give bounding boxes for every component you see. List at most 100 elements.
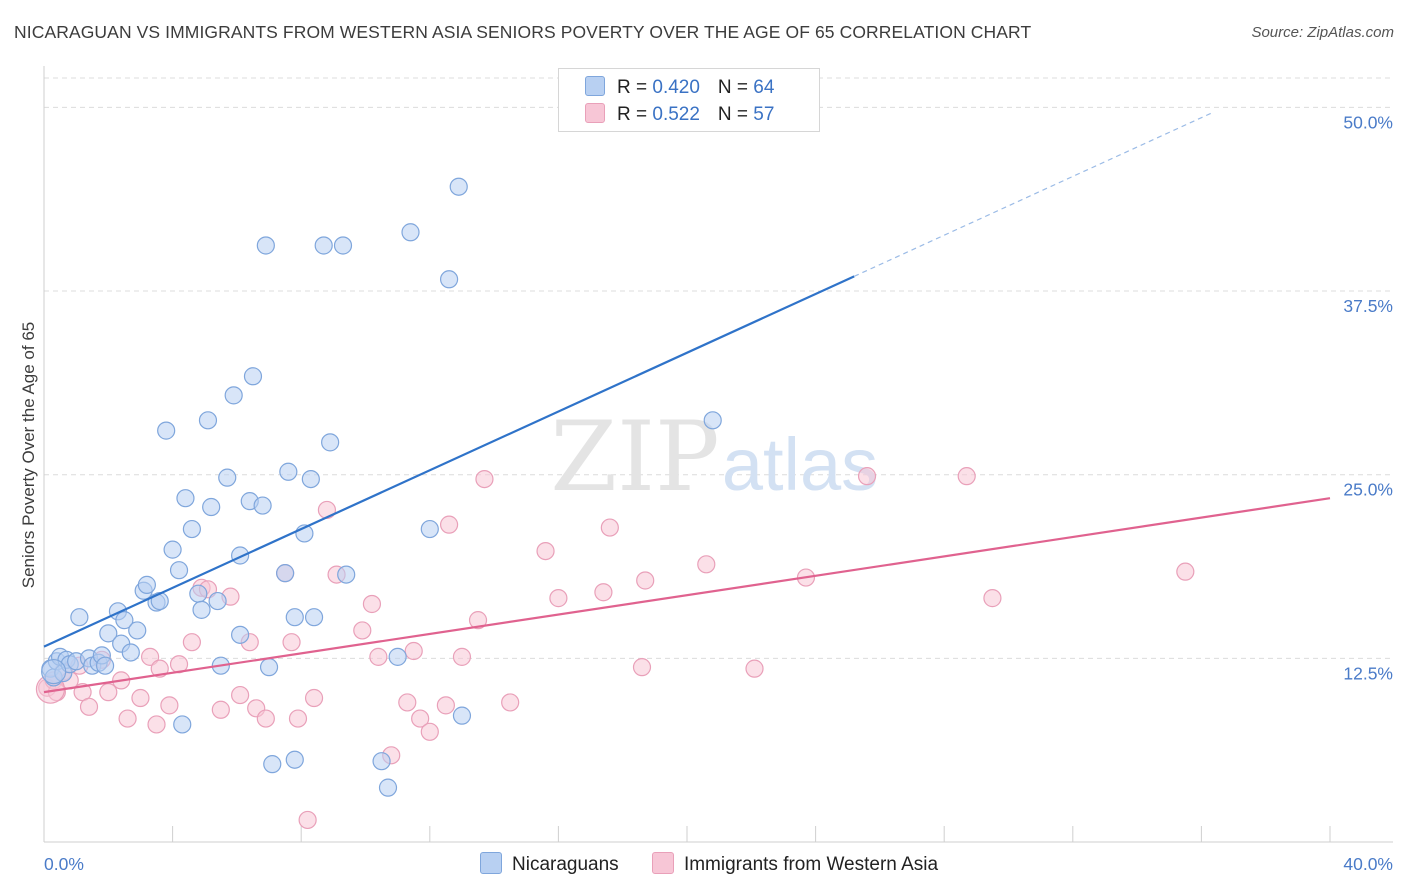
nicaraguans-point-37 — [224, 386, 243, 405]
western-asia-point-12 — [131, 688, 150, 708]
y-axis-label: Seniors Poverty Over the Age of 65 — [19, 322, 38, 588]
western-asia-point-44 — [452, 647, 472, 666]
western-asia-point-59 — [983, 589, 1002, 608]
nicaraguans-point-36 — [218, 468, 237, 487]
western-asia-point-48 — [536, 541, 555, 561]
nicaraguans-point-55 — [333, 236, 353, 255]
nicaraguans-point-61 — [420, 519, 439, 539]
legend-item-western-asia: Immigrants from Western Asia — [651, 852, 939, 876]
western-asia-point-58 — [957, 467, 976, 486]
legend-swatch-blue — [585, 76, 605, 96]
nicaraguans-point-54 — [321, 433, 340, 452]
western-asia-point-60 — [1176, 562, 1195, 581]
legend-n-label: N = — [717, 77, 754, 98]
western-asia-point-35 — [362, 594, 382, 614]
y-tick-label-3: 50.0% — [1343, 112, 1393, 132]
western-asia-point-34 — [353, 621, 372, 640]
nicaraguans-point-29 — [182, 519, 201, 539]
nicaraguans-point-26 — [169, 561, 189, 580]
watermark-atlas: atlas — [722, 423, 878, 506]
nicaraguans-point-53 — [314, 236, 333, 255]
legend-item-nicaraguans: Nicaraguans — [480, 852, 619, 876]
legend-n-label: N = — [717, 104, 754, 125]
western-asia-point-16 — [160, 696, 179, 715]
nicaraguans-point-14 — [99, 624, 118, 643]
nicaraguans-point-56 — [337, 565, 356, 584]
western-asia-point-52 — [632, 658, 652, 677]
western-asia-point-13 — [140, 647, 160, 666]
nicaraguans-point-19 — [128, 621, 147, 640]
western-asia-point-28 — [282, 633, 301, 652]
nicaraguans-point-44 — [259, 658, 279, 677]
western-asia-point-30 — [298, 810, 317, 830]
nicaraguans-point-38 — [231, 546, 250, 565]
nicaraguans-point-30 — [189, 584, 208, 603]
nicaraguans-point-8 — [70, 608, 89, 627]
nicaraguans-point-21 — [137, 575, 156, 594]
nicaraguans-point-28 — [176, 489, 195, 508]
legend-row-western-asia: R = 0.522 N = 57 — [585, 103, 774, 127]
trend-line-nicaraguans — [43, 275, 855, 648]
western-asia-point-14 — [147, 715, 166, 734]
nicaraguans-point-34 — [208, 591, 227, 611]
legend-swatch-pink — [585, 103, 605, 123]
legend-swatch-blue — [480, 852, 502, 874]
nicaraguans-point-43 — [256, 236, 275, 255]
western-asia-point-42 — [436, 696, 455, 715]
western-asia-point-9 — [99, 683, 118, 702]
y-tick-label-0: 12.5% — [1343, 663, 1393, 683]
legend-label-western-asia: Immigrants from Western Asia — [683, 854, 939, 875]
nicaraguans-point-42 — [253, 496, 272, 515]
series-nicaraguans-points — [41, 177, 722, 797]
legend-swatch-pink — [651, 852, 674, 874]
trend-line-western-asia — [43, 497, 1331, 694]
nicaraguans-point-13 — [95, 656, 115, 675]
nicaraguans-point-23 — [150, 591, 169, 611]
legend-n-value: 64 — [753, 77, 775, 98]
nicaraguans-point-27 — [173, 715, 192, 734]
nicaraguans-point-32 — [198, 411, 218, 430]
nicaraguans-point-18 — [121, 643, 140, 662]
legend-row-nicaraguans: R = 0.420 N = 64 — [585, 76, 774, 100]
nicaraguans-point-62 — [439, 270, 459, 289]
western-asia-point-38 — [398, 693, 417, 712]
western-asia-point-21 — [211, 700, 230, 719]
western-asia-point-54 — [697, 555, 716, 574]
y-tick-labels: 12.5% 25.0% 37.5% 50.0% — [1343, 112, 1393, 683]
axes — [43, 66, 1393, 843]
western-asia-point-40 — [411, 709, 430, 728]
legend-r-label: R = — [617, 77, 653, 98]
nicaraguans-point-31 — [192, 600, 211, 619]
nicaraguans-point-52 — [304, 608, 324, 627]
nicaraguans-point-46 — [276, 564, 295, 583]
nicaraguans-point-41 — [243, 367, 263, 386]
western-asia-point-39 — [404, 641, 423, 661]
nicaraguans-point-57 — [372, 752, 391, 771]
y-tick-label-1: 25.0% — [1343, 480, 1393, 500]
nicaraguans-point-17 — [115, 611, 134, 630]
x-tick-label-max: 40.0% — [1343, 854, 1393, 874]
western-asia-point-55 — [745, 659, 764, 678]
nicaraguans-point-33 — [202, 497, 221, 517]
nicaraguans-point-63 — [449, 177, 468, 196]
nicaraguans-point-48 — [285, 750, 304, 769]
trend-lines — [43, 112, 1331, 694]
watermark-zip: ZIP — [550, 401, 719, 513]
western-asia-point-32 — [317, 500, 337, 520]
nicaraguans-point-49 — [285, 608, 304, 627]
nicaraguans-point-64 — [452, 706, 472, 725]
legend-r-label: R = — [617, 104, 653, 125]
nicaraguans-point-39 — [231, 625, 250, 644]
x-tick-label-min: 0.0% — [44, 854, 84, 874]
western-asia-point-47 — [501, 693, 520, 712]
western-asia-point-45 — [468, 611, 488, 630]
correlation-legend: R = 0.420 N = 64 R = 0.522 N = 57 — [558, 68, 820, 132]
series-legend: Nicaraguans Immigrants from Western Asia — [480, 852, 966, 876]
nicaraguans-point-60 — [401, 223, 420, 242]
legend-r-value: 0.522 — [652, 104, 700, 125]
western-asia-point-57 — [857, 467, 877, 486]
western-asia-point-51 — [600, 518, 619, 537]
trend-line-nicaraguans-extension — [853, 112, 1212, 277]
western-asia-point-41 — [420, 722, 439, 741]
